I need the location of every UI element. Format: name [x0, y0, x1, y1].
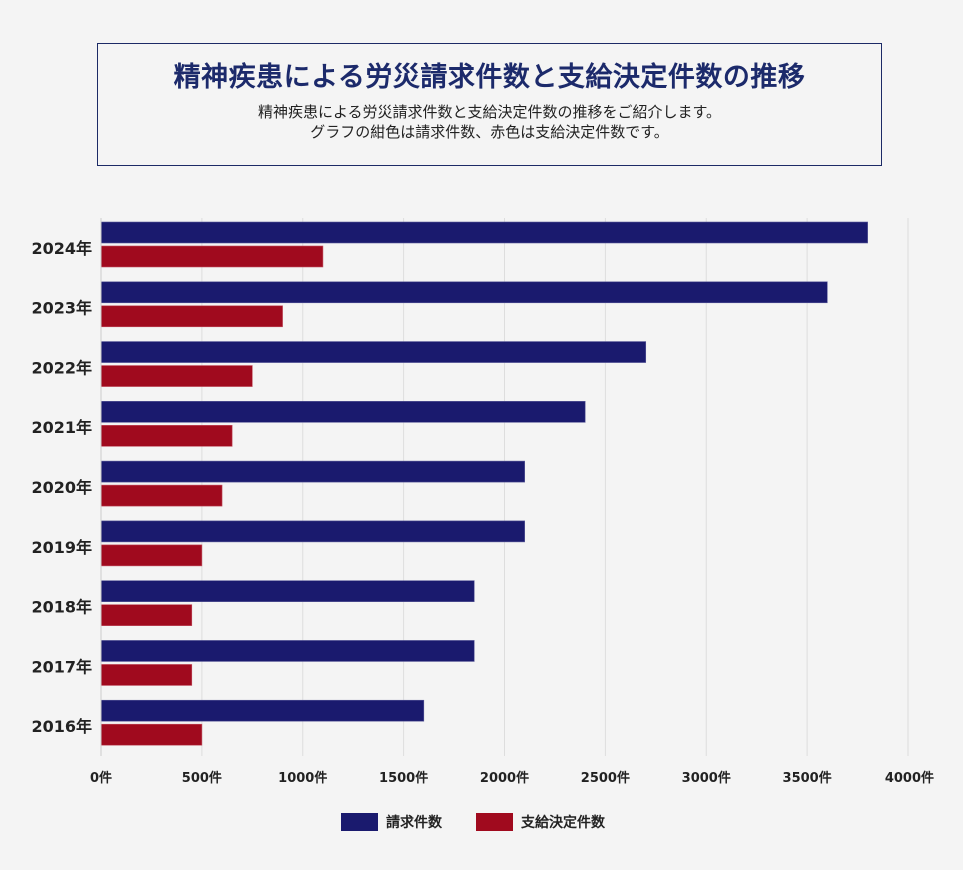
x-tick-label-4: 2000件 [480, 770, 529, 786]
y-tick-label-2: 2022年 [31, 358, 92, 377]
bar-claims-3 [100, 401, 586, 423]
y-tick-label-7: 2017年 [31, 657, 92, 676]
header-box: 精神疾患による労災請求件数と支給決定件数の推移 精神疾患による労災請求件数と支給… [97, 43, 882, 166]
bar-claims-8 [100, 699, 425, 722]
chart-subtitle: 精神疾患による労災請求件数と支給決定件数の推移をご紹介します。 グラフの紺色は請… [98, 102, 881, 142]
bar-claims-2 [100, 341, 647, 363]
y-tick-label-8: 2016年 [31, 717, 92, 736]
subtitle-line-1: 精神疾患による労災請求件数と支給決定件数の推移をご紹介します。 [257, 103, 722, 121]
x-tick-label-5: 2500件 [581, 770, 630, 786]
x-tick-label-8: 4000件 [885, 770, 934, 786]
bar-claims-1 [100, 281, 828, 304]
bar-claims-7 [100, 640, 475, 662]
legend-label-1: 支給決定件数 [520, 814, 606, 831]
bar-claims-0 [100, 221, 868, 244]
chart-title: 精神疾患による労災請求件数と支給決定件数の推移 [173, 62, 806, 93]
bar-approved-4 [100, 484, 223, 507]
bar-approved-5 [100, 544, 203, 567]
bar-claims-6 [100, 580, 475, 602]
bar-approved-8 [100, 723, 203, 746]
x-tick-label-0: 0件 [90, 770, 112, 786]
y-tick-label-5: 2019年 [31, 538, 92, 557]
x-tick-label-6: 3000件 [682, 770, 731, 786]
x-tick-label-2: 1000件 [278, 770, 327, 786]
y-tick-label-0: 2024年 [31, 239, 92, 258]
bar-approved-0 [100, 245, 324, 268]
subtitle-line-2: グラフの紺色は請求件数、赤色は支給決定件数です。 [310, 123, 669, 141]
bar-claims-5 [100, 520, 525, 543]
y-tick-label-4: 2020年 [31, 478, 92, 497]
legend-swatch-0 [341, 813, 378, 831]
y-tick-label-6: 2018年 [31, 598, 92, 617]
bar-claims-4 [100, 460, 525, 483]
y-tick-label-1: 2023年 [31, 299, 92, 318]
x-tick-label-3: 1500件 [379, 770, 428, 786]
bar-approved-6 [100, 604, 193, 626]
x-tick-label-1: 500件 [182, 770, 222, 786]
y-tick-label-3: 2021年 [31, 418, 92, 437]
bar-approved-2 [100, 365, 253, 387]
legend-label-0: 請求件数 [386, 814, 443, 831]
x-tick-label-7: 3500件 [783, 770, 832, 786]
bar-approved-7 [100, 664, 193, 686]
bar-approved-3 [100, 425, 233, 447]
legend-swatch-1 [476, 813, 513, 831]
bar-approved-1 [100, 305, 283, 328]
